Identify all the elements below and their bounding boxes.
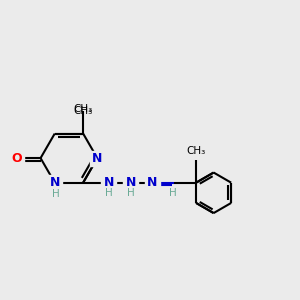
Text: H: H — [52, 189, 60, 199]
Text: O: O — [11, 152, 22, 165]
Polygon shape — [101, 175, 116, 190]
Polygon shape — [47, 175, 62, 190]
Polygon shape — [90, 151, 105, 166]
Text: N: N — [50, 176, 60, 189]
Text: H: H — [127, 188, 134, 198]
Text: N: N — [92, 152, 103, 165]
Polygon shape — [9, 151, 24, 166]
Polygon shape — [145, 175, 160, 190]
Text: N: N — [125, 176, 136, 189]
Text: CH₃: CH₃ — [186, 146, 206, 156]
Text: N: N — [103, 176, 114, 189]
Text: CH₃: CH₃ — [74, 104, 93, 114]
Text: H: H — [105, 188, 113, 198]
Text: CH₃: CH₃ — [74, 106, 93, 116]
Text: H: H — [169, 188, 177, 198]
Text: N: N — [147, 176, 158, 189]
Polygon shape — [123, 175, 138, 190]
